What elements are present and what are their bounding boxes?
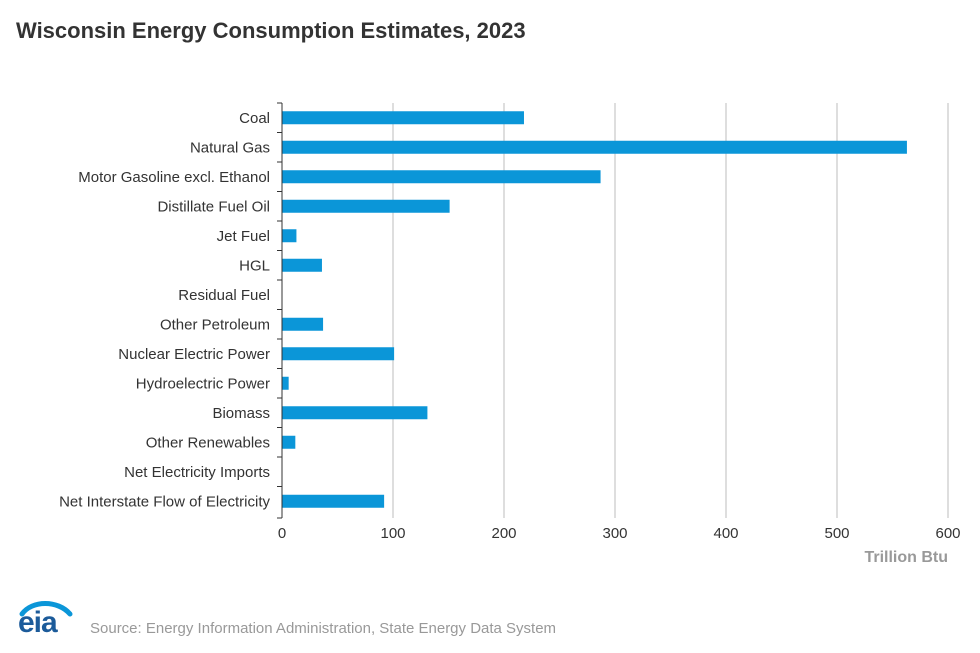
x-tick-label: 0 bbox=[278, 525, 286, 542]
eia-logo bbox=[19, 601, 73, 617]
category-label: Distillate Fuel Oil bbox=[157, 198, 270, 215]
category-label: Residual Fuel bbox=[178, 287, 270, 304]
bars bbox=[282, 111, 907, 508]
x-tick-label: 400 bbox=[713, 525, 738, 542]
category-label: Biomass bbox=[212, 405, 270, 422]
axes bbox=[277, 102, 283, 519]
x-tick-label: 200 bbox=[491, 525, 516, 542]
x-tick-label: 300 bbox=[602, 525, 627, 542]
bar-other-renewables bbox=[282, 435, 296, 449]
category-label: Nuclear Electric Power bbox=[118, 346, 270, 363]
category-label: Coal bbox=[239, 110, 270, 127]
category-labels: Coal Natural Gas Motor Gasoline excl. Etha… bbox=[59, 110, 270, 511]
x-tick-label: 100 bbox=[380, 525, 405, 542]
category-label: Other Renewables bbox=[146, 434, 270, 451]
bar-jet-fuel bbox=[282, 229, 297, 243]
bar-motor-gasoline-excl-ethanol bbox=[282, 170, 601, 184]
gridlines bbox=[392, 103, 949, 518]
bar-hgl bbox=[282, 258, 322, 272]
source-note: Source: Energy Information Administratio… bbox=[90, 620, 557, 637]
bar-chart: Coal Natural Gas Motor Gasoline excl. Etha… bbox=[59, 102, 961, 566]
bar-nuclear-electric-power bbox=[282, 347, 395, 361]
bar-other-petroleum bbox=[282, 317, 324, 331]
category-label: Hydroelectric Power bbox=[136, 375, 270, 392]
category-label: Other Petroleum bbox=[160, 316, 270, 333]
bar-distillate-fuel-oil bbox=[282, 199, 450, 213]
category-label: HGL bbox=[239, 257, 270, 274]
eia-logo-text: eia bbox=[18, 606, 58, 639]
category-label: Natural Gas bbox=[190, 139, 270, 156]
bar-natural-gas bbox=[282, 140, 907, 154]
bar-coal bbox=[282, 111, 524, 125]
category-label: Jet Fuel bbox=[217, 228, 270, 245]
bar-hydroelectric-power bbox=[282, 376, 289, 390]
page-title: Wisconsin Energy Consumption Estimates, … bbox=[16, 18, 526, 43]
x-tick-label: 500 bbox=[824, 525, 849, 542]
category-label: Net Electricity Imports bbox=[124, 464, 270, 481]
x-tick-labels: 0 100 200 300 400 500 600 bbox=[278, 525, 961, 542]
bar-net-interstate-flow-of-electricity bbox=[282, 494, 385, 508]
bar-biomass bbox=[282, 406, 428, 420]
x-tick-label: 600 bbox=[935, 525, 960, 542]
category-label: Motor Gasoline excl. Ethanol bbox=[78, 169, 270, 186]
x-axis-unit-label: Trillion Btu bbox=[864, 549, 948, 566]
category-label: Net Interstate Flow of Electricity bbox=[59, 493, 270, 510]
